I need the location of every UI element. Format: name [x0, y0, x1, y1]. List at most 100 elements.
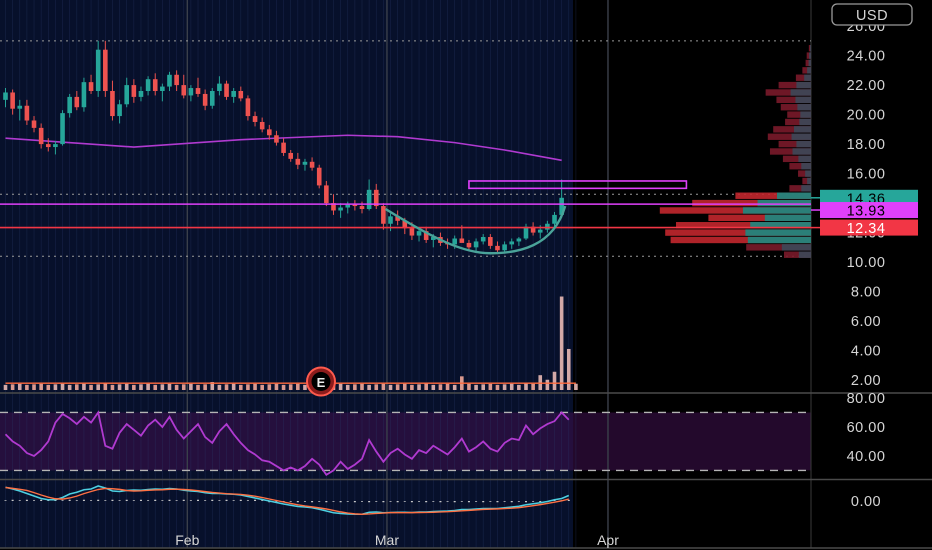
macd-histogram-bar [346, 501, 349, 502]
volume-bar [424, 383, 428, 390]
candle-body [195, 88, 201, 94]
macd-histogram-bar [189, 500, 192, 501]
macd-histogram-bar [489, 501, 492, 502]
profile-bar [659, 207, 811, 214]
earnings-marker[interactable]: E [306, 366, 336, 397]
candle-body [473, 241, 479, 248]
candle-body [274, 135, 279, 143]
candle-body [523, 226, 529, 239]
macd-histogram-bar [97, 499, 100, 501]
macd-histogram-bar [567, 499, 570, 501]
macd-histogram-bar [467, 501, 470, 503]
candle-body [480, 237, 486, 242]
volume-bar [25, 384, 29, 390]
volume-bar [566, 348, 571, 390]
candle-body [167, 74, 172, 87]
profile-bar [778, 140, 811, 148]
macd-histogram-bar [104, 500, 107, 501]
candle-body [509, 241, 515, 245]
volume-bar [153, 384, 158, 390]
volume-bar [303, 384, 307, 390]
candle-body [174, 74, 179, 86]
profile-bar [805, 59, 811, 67]
candle-body [238, 91, 244, 99]
volume-bar [509, 383, 514, 390]
volume-bar [89, 384, 93, 390]
price-pane [3, 40, 564, 254]
macd-histogram-bar [432, 501, 435, 502]
macd-pane [4, 485, 570, 516]
volume-bar [181, 384, 186, 390]
macd-histogram-bar [175, 500, 178, 501]
candle-body [95, 49, 101, 91]
volume-bar [110, 384, 115, 390]
price-tick-label: 22.00 [847, 78, 886, 94]
candle-body [281, 142, 286, 153]
price-tag-box [820, 219, 918, 236]
time-axis[interactable]: Feb Mar Apr [175, 532, 619, 548]
resistance-box [468, 180, 688, 190]
moving-average-line [5, 134, 562, 162]
volume-bar [246, 384, 250, 390]
profile-bar [746, 244, 811, 251]
profile-bar [665, 229, 811, 236]
candle-body [231, 91, 236, 97]
macd-histogram-bar [496, 501, 499, 503]
candle-body [359, 206, 365, 209]
macd-histogram-bar [211, 499, 214, 501]
macd-histogram-bar [425, 501, 428, 503]
profile-bar [676, 222, 811, 229]
volume-profile [659, 45, 811, 258]
candle-body [338, 207, 343, 211]
macd-histogram-bar [118, 500, 121, 501]
candle-body [252, 116, 258, 122]
currency-badge[interactable]: USD [831, 3, 913, 26]
volume-bar [445, 383, 450, 390]
candle-body [60, 113, 65, 145]
volume-bar [388, 384, 393, 390]
macd-histogram-bar [439, 501, 442, 503]
volume-bar [296, 383, 300, 390]
profile-bar [806, 52, 811, 59]
candle-body [423, 231, 429, 240]
candle-body [31, 120, 37, 128]
profile-bar [769, 148, 811, 155]
volume-bar [495, 384, 500, 390]
profile-bar [802, 177, 811, 185]
time-tick-label: Apr [597, 532, 619, 548]
time-tick-label: Mar [375, 532, 399, 548]
profile-bar [670, 236, 811, 244]
macd-histogram-bar [11, 499, 14, 501]
macd-histogram-bar [296, 501, 299, 503]
currency-label: USD [856, 8, 888, 24]
price-tick-label: 2.00 [851, 373, 881, 389]
candle-body [74, 96, 80, 108]
rsi-tick-label: 40.00 [847, 449, 886, 465]
volume-bar [374, 384, 379, 390]
candle-body [3, 92, 8, 100]
macd-line [5, 485, 570, 516]
volume-bar [139, 384, 143, 390]
candle-body [402, 220, 408, 229]
volume-bar [60, 383, 65, 390]
macd-histogram-bar [396, 501, 399, 503]
rsi-tick-label: 60.00 [847, 420, 886, 436]
profile-bar-buy [801, 185, 811, 192]
volume-bar [288, 384, 293, 390]
candle-body [295, 158, 301, 165]
candle-body [10, 92, 15, 109]
volume-bar [82, 383, 86, 390]
currency-badge-box [831, 3, 913, 26]
profile-bar-buy [797, 104, 811, 111]
macd-histogram-bar [47, 500, 50, 501]
volume-bar [360, 383, 364, 390]
profile-bar [780, 104, 811, 111]
profile-bar [782, 155, 811, 163]
macd-histogram-bar [25, 499, 28, 501]
candle-body [530, 226, 536, 233]
candle-body [395, 216, 400, 221]
candle-body [53, 144, 58, 148]
